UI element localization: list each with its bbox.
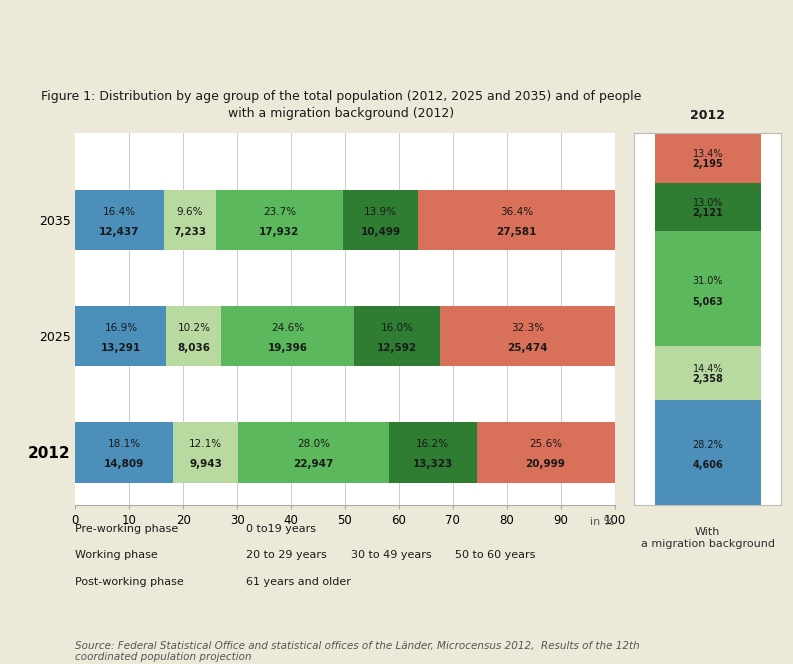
Bar: [75, 190, 164, 250]
Text: 30 to 49 years: 30 to 49 years: [351, 550, 431, 560]
Text: 22,947: 22,947: [293, 459, 334, 469]
Text: Pre-working phase: Pre-working phase: [75, 523, 178, 534]
Text: 13.4%: 13.4%: [692, 149, 723, 159]
Text: 8,036: 8,036: [178, 343, 210, 353]
Text: 9.6%: 9.6%: [176, 207, 203, 217]
Text: 10.2%: 10.2%: [178, 323, 210, 333]
Bar: [173, 422, 238, 483]
Bar: [655, 231, 760, 346]
Bar: [655, 400, 760, 505]
Text: 10,499: 10,499: [361, 226, 401, 236]
Text: 61 years and older: 61 years and older: [246, 576, 351, 587]
Text: 16.2%: 16.2%: [416, 439, 450, 450]
Text: 19,396: 19,396: [268, 343, 308, 353]
Text: 12,592: 12,592: [377, 343, 417, 353]
Bar: [167, 306, 221, 367]
Text: Figure 1: Distribution by age group of the total population (2012, 2025 and 2035: Figure 1: Distribution by age group of t…: [40, 90, 642, 103]
Text: 9,943: 9,943: [189, 459, 222, 469]
Bar: [216, 190, 343, 250]
Text: 16.9%: 16.9%: [105, 323, 137, 333]
Bar: [221, 306, 354, 367]
Bar: [418, 190, 615, 250]
Text: 16.4%: 16.4%: [103, 207, 136, 217]
Bar: [238, 422, 389, 483]
Text: 4,606: 4,606: [692, 459, 723, 470]
Bar: [440, 306, 615, 367]
Bar: [389, 422, 477, 483]
Text: 13,291: 13,291: [101, 343, 141, 353]
Text: 50 to 60 years: 50 to 60 years: [455, 550, 535, 560]
Bar: [354, 306, 440, 367]
Text: Source: Federal Statistical Office and statistical offices of the Länder, Microc: Source: Federal Statistical Office and s…: [75, 641, 640, 663]
Bar: [477, 422, 615, 483]
Text: 2,358: 2,358: [692, 374, 723, 384]
Text: with a migration background (2012): with a migration background (2012): [228, 106, 454, 120]
Text: 13.0%: 13.0%: [692, 199, 723, 208]
Text: 2,121: 2,121: [692, 208, 723, 218]
Text: 13.9%: 13.9%: [364, 207, 397, 217]
Text: Post-working phase: Post-working phase: [75, 576, 184, 587]
Text: 2,195: 2,195: [692, 159, 723, 169]
Text: in %: in %: [590, 517, 615, 527]
Text: 20,999: 20,999: [526, 459, 565, 469]
Bar: [343, 190, 418, 250]
Bar: [655, 133, 760, 183]
Text: 27,581: 27,581: [496, 226, 537, 236]
Bar: [75, 306, 167, 367]
Text: 36.4%: 36.4%: [500, 207, 533, 217]
Text: 28.2%: 28.2%: [692, 440, 723, 450]
Text: With
a migration background: With a migration background: [641, 527, 775, 548]
Text: 20 to 29 years: 20 to 29 years: [246, 550, 327, 560]
Text: 0 to19 years: 0 to19 years: [246, 523, 316, 534]
Text: 23.7%: 23.7%: [262, 207, 296, 217]
Text: 12.1%: 12.1%: [189, 439, 222, 450]
Text: Working phase: Working phase: [75, 550, 158, 560]
Text: 16.0%: 16.0%: [381, 323, 414, 333]
Text: 32.3%: 32.3%: [511, 323, 544, 333]
Text: 25.6%: 25.6%: [529, 439, 562, 450]
Text: 18.1%: 18.1%: [108, 439, 140, 450]
Text: 14.4%: 14.4%: [692, 365, 723, 374]
Text: 7,233: 7,233: [173, 226, 206, 236]
Bar: [655, 346, 760, 400]
Text: 17,932: 17,932: [259, 226, 300, 236]
Text: 24.6%: 24.6%: [271, 323, 305, 333]
Text: 13,323: 13,323: [412, 459, 453, 469]
Bar: [164, 190, 216, 250]
Text: 31.0%: 31.0%: [692, 276, 723, 286]
Bar: [655, 183, 760, 231]
Bar: [75, 422, 173, 483]
Text: 2012: 2012: [690, 109, 726, 122]
Text: 25,474: 25,474: [508, 343, 548, 353]
Text: 12,437: 12,437: [99, 226, 140, 236]
Text: 14,809: 14,809: [104, 459, 144, 469]
Text: 28.0%: 28.0%: [297, 439, 330, 450]
Text: 5,063: 5,063: [692, 297, 723, 307]
